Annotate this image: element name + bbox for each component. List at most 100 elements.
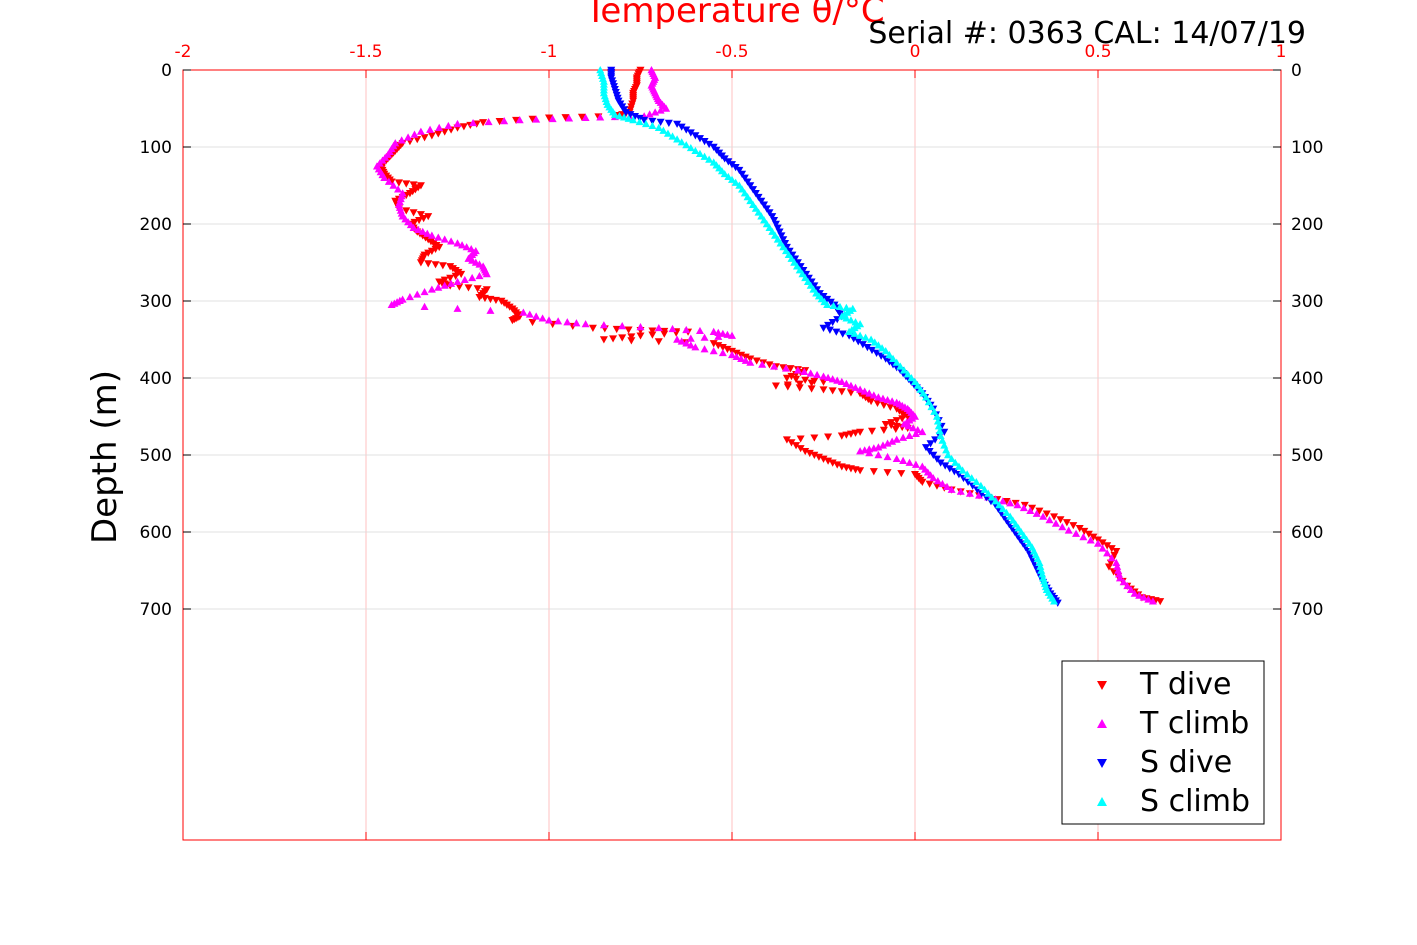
data-point-s-dive [760,201,769,209]
data-point-t-climb [714,328,723,336]
data-point-s-climb [842,314,851,322]
data-point-t-dive [786,365,795,373]
data-point-s-climb [673,135,682,143]
data-point-t-dive [413,136,422,144]
data-point-s-climb [850,329,859,337]
data-point-s-dive [754,193,763,202]
y-tick-label: 500 [140,446,172,466]
data-point-t-climb [1126,585,1135,593]
data-point-t-climb [909,424,918,432]
data-point-s-climb [654,123,663,131]
data-point-s-climb [620,113,629,121]
y-tick-label: 400 [140,369,172,389]
data-point-t-climb [1019,503,1028,512]
data-point-t-climb [538,314,547,322]
data-point-t-climb [1148,597,1157,605]
data-point-s-climb [885,350,894,359]
data-point-t-dive [765,361,774,369]
y-axis-label: Depth (m) [85,370,125,544]
data-point-t-climb [781,364,790,372]
data-point-s-climb [846,316,855,324]
data-point-t-climb [565,114,574,122]
data-point-t-dive [782,374,791,382]
data-point-s-dive [796,263,805,271]
data-point-t-climb [947,485,956,493]
data-point-t-climb [900,420,909,428]
data-point-s-dive [773,224,782,232]
data-point-s-dive [749,186,758,194]
data-point-t-dive [771,382,780,390]
data-point-t-climb [394,185,403,193]
data-point-t-climb [883,395,892,404]
data-point-t-dive [409,181,418,189]
data-point-s-dive [802,270,811,279]
data-point-t-dive [1107,545,1116,553]
data-point-t-dive [599,336,608,344]
data-point-t-climb [793,366,802,374]
data-point-t-climb [837,377,846,386]
data-point-t-climb [427,231,436,239]
data-point-s-dive [777,232,786,240]
data-point-s-dive [724,158,733,166]
data-point-s-climb [856,331,865,339]
data-point-s-dive [664,119,673,127]
data-point-t-dive [434,130,443,138]
data-point-t-climb [645,110,654,118]
data-point-s-dive [728,161,736,169]
data-point-t-dive [508,317,517,325]
data-point-t-dive [479,119,488,127]
data-point-s-dive [648,117,657,126]
data-point-t-dive [577,113,586,121]
data-point-s-climb [947,454,956,463]
data-point-t-dive [810,434,819,442]
data-point-s-dive [941,462,950,470]
data-point-t-dive [464,284,473,292]
data-point-t-dive [869,468,878,476]
data-point-t-climb [846,381,855,389]
data-point-s-climb [896,362,905,370]
data-point-s-dive [854,338,863,346]
y-tick-label: 600 [140,523,172,543]
data-point-s-dive [793,259,802,267]
data-point-t-climb [813,370,822,379]
data-point-t-climb [453,119,462,128]
data-point-t-dive [1062,519,1071,527]
data-point-s-dive [757,197,766,205]
data-point-t-climb [1064,526,1073,534]
data-point-t-climb [651,108,660,116]
data-point-t-climb [828,375,837,383]
data-point-t-climb [1058,522,1067,531]
data-point-s-climb [963,470,972,478]
data-point-t-climb [581,320,590,328]
data-point-t-climb [728,331,736,339]
data-point-t-climb [1130,589,1139,597]
data-point-t-climb [1098,544,1107,552]
data-point-t-climb [975,491,984,499]
data-point-t-climb [1144,595,1153,603]
data-point-t-dive [528,318,537,327]
data-point-t-climb [865,389,874,397]
data-point-s-dive [785,247,794,255]
data-point-t-dive [438,262,447,270]
data-point-s-dive [743,178,752,186]
data-point-t-dive [624,326,633,334]
data-point-s-climb [976,481,985,489]
data-point-t-climb [865,449,874,457]
data-point-t-climb [874,451,883,459]
y-tick-label: 300 [140,292,172,312]
data-point-t-climb [1086,536,1095,544]
data-point-s-dive [950,468,959,476]
data-point-s-dive [656,118,665,126]
data-point-t-climb [389,181,398,189]
data-point-t-climb [525,310,534,318]
data-point-t-climb [904,422,913,430]
data-point-t-dive [402,207,411,215]
legend-marker-t-climb [1097,719,1107,728]
data-point-t-climb [737,354,746,362]
data-point-s-climb [682,141,691,149]
data-point-t-climb [460,275,469,284]
data-point-t-dive [819,386,828,394]
data-point-t-dive [796,435,805,443]
data-point-s-dive [626,111,635,119]
data-point-t-dive [459,123,468,131]
